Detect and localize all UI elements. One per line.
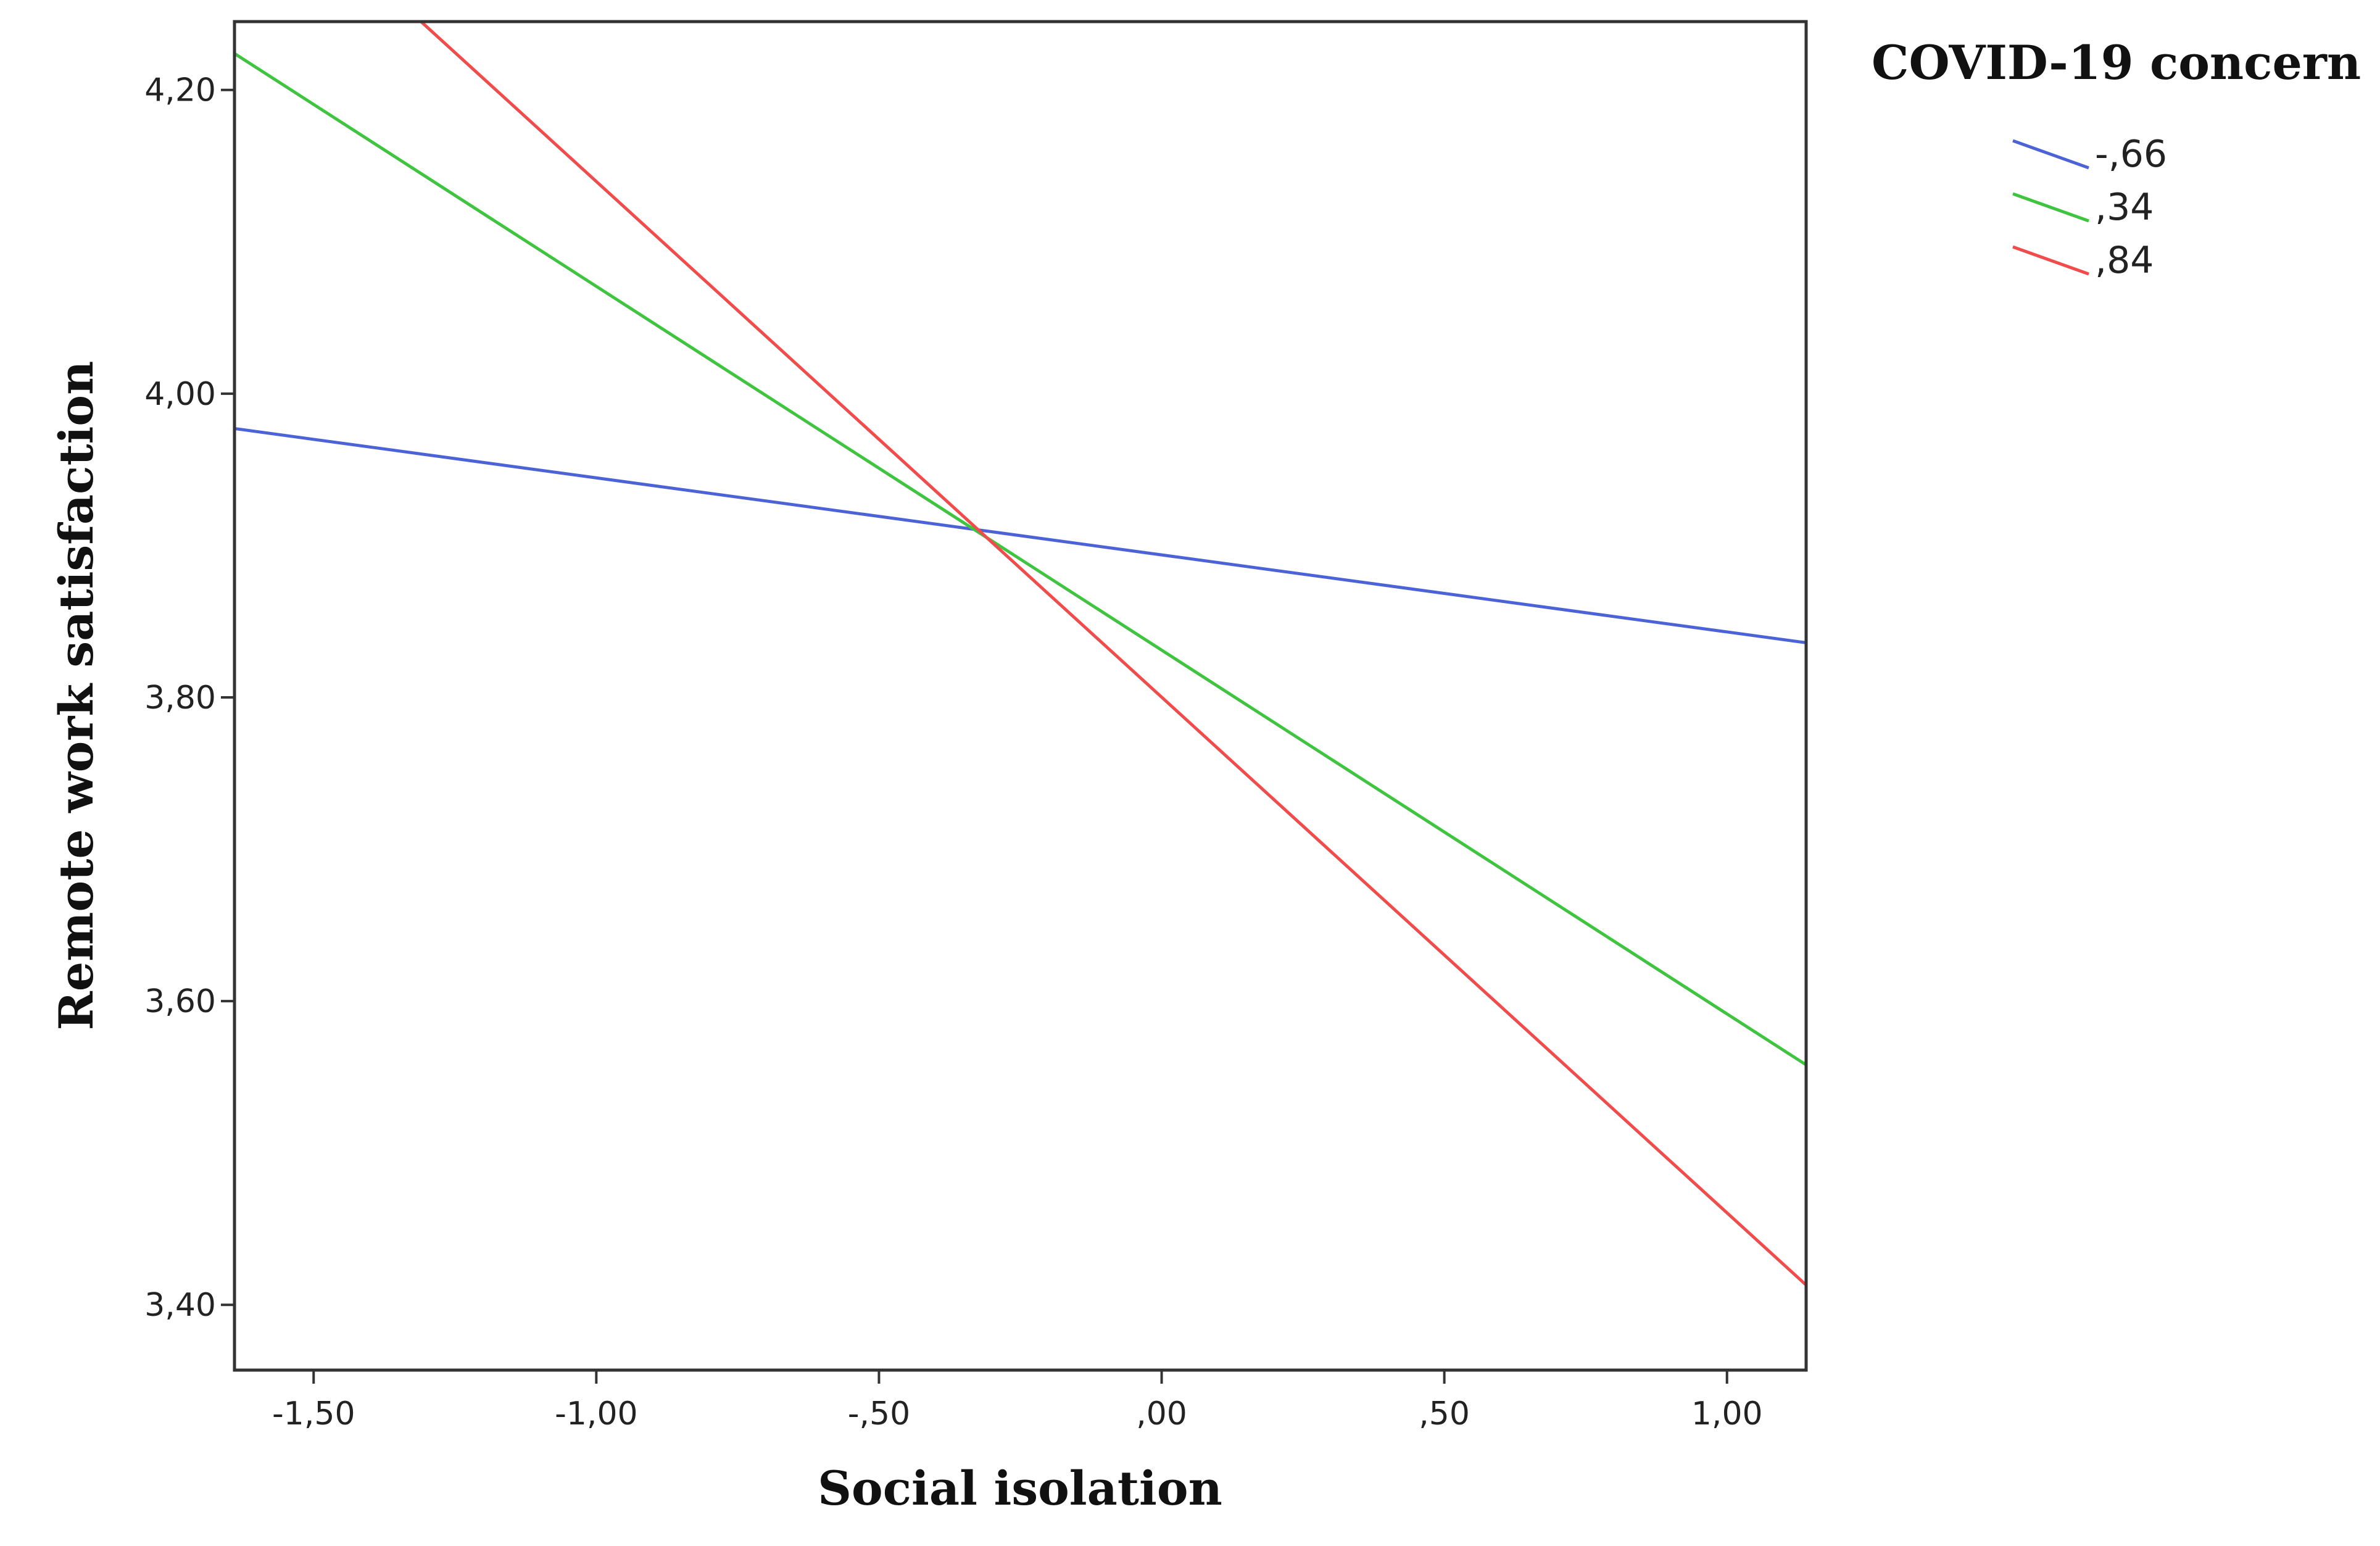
x-axis: -1,50 -1,00 -,50 ,00 ,50 1,00 — [272, 1370, 1763, 1432]
legend-swatch-1 — [2012, 139, 2089, 170]
legend-label-1: -,66 — [2095, 133, 2167, 176]
y-tick-label: 3,60 — [144, 983, 216, 1020]
legend-swatch-2 — [2012, 192, 2089, 223]
series-line-1 — [234, 426, 1806, 644]
series-line-2 — [234, 52, 1806, 1066]
x-tick-label: ,50 — [1419, 1395, 1470, 1432]
x-tick-label: ,00 — [1136, 1395, 1187, 1432]
y-tick-label: 4,20 — [144, 72, 216, 109]
legend-title: COVID-19 concern — [1872, 35, 2361, 90]
x-tick-label: -,50 — [848, 1395, 910, 1432]
x-tick-label: -1,00 — [555, 1395, 638, 1432]
y-tick-label: 3,80 — [144, 679, 216, 717]
series-line-3 — [420, 22, 1806, 1287]
y-axis-title: Remote work satisfaction — [49, 361, 104, 1031]
x-tick-label: 1,00 — [1691, 1395, 1763, 1432]
legend-label-3: ,84 — [2095, 239, 2154, 282]
y-tick-label: 3,40 — [144, 1287, 216, 1324]
y-axis: 3,40 3,60 3,80 4,00 4,20 — [144, 72, 234, 1324]
x-axis-title: Social isolation — [818, 1461, 1222, 1516]
series-layer — [234, 22, 1806, 1287]
x-tick-label: -1,50 — [272, 1395, 355, 1432]
y-tick-label: 4,00 — [144, 376, 216, 413]
legend-swatch-3 — [2012, 245, 2089, 276]
legend-label-2: ,34 — [2095, 186, 2154, 229]
plot-frame — [233, 20, 1808, 1372]
legend: -,66 ,34 ,84 — [2012, 133, 2167, 282]
